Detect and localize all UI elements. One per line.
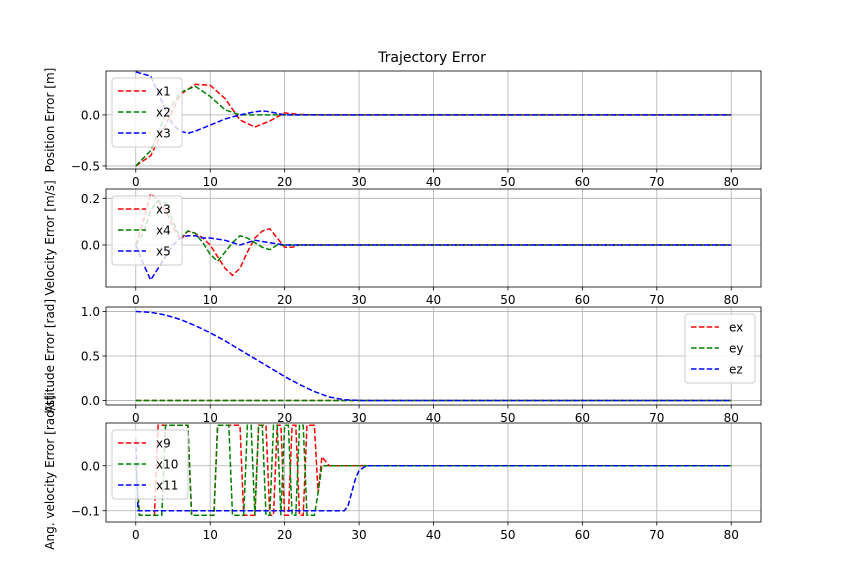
y-tick-label: 0.0 [81,239,100,253]
x-tick-label: 70 [649,528,664,542]
x-tick-label: 20 [277,528,292,542]
x-tick-label: 60 [575,175,590,189]
y-tick-label: 0.0 [81,459,100,473]
x-tick-label: 60 [575,293,590,307]
x-tick-label: 10 [203,293,218,307]
x-tick-label: 50 [500,528,515,542]
legend-label-x1: x1 [156,85,171,99]
legend-box [111,195,183,266]
legend: x9 x10 x11 [111,429,189,500]
legend-label-x10: x10 [156,458,178,472]
y-tick-label: −0.5 [71,159,100,173]
x-tick-label: 0 [132,528,140,542]
y-axis-label: Attitude Error [rad] [43,299,57,413]
x-tick-label: 80 [724,528,739,542]
x-tick-label: 80 [724,175,739,189]
y-axis-label: Position Error [m] [43,68,57,173]
y-tick-label: 0.0 [81,108,100,122]
legend-label-x11: x11 [156,479,178,493]
x-tick-label: 30 [351,175,366,189]
legend-box [111,77,183,148]
x-tick-label: 20 [277,293,292,307]
x-tick-label: 70 [649,411,664,425]
axes-3: 0 10 20 30 40 50 60 70 80 0.0 0.5 1.0 Attitude Error… [43,299,762,425]
legend-box [684,313,756,384]
legend-label-ex: ex [729,321,743,335]
legend-label-x2: x2 [156,106,171,120]
figure-title: Trajectory Error [377,50,486,66]
y-tick-label: 0.0 [81,394,100,408]
x-tick-label: 20 [277,411,292,425]
axes-container: 0 10 20 30 40 50 60 70 80 −0.5 0.0 Position Error [… [43,68,762,550]
x-tick-label: 10 [203,528,218,542]
x-tick-label: 60 [575,528,590,542]
legend-box [111,429,189,500]
x-tick-label: 40 [426,293,441,307]
x-tick-label: 70 [649,293,664,307]
x-tick-label: 50 [500,293,515,307]
legend-label-x3: x3 [156,203,171,217]
x-tick-label: 10 [203,411,218,425]
legend-label-x3: x3 [156,127,171,141]
x-tick-label: 0 [132,175,140,189]
y-tick-label: 0.5 [81,350,100,364]
x-tick-label: 40 [426,175,441,189]
legend-label-x4: x4 [156,224,171,238]
x-tick-label: 20 [277,175,292,189]
x-tick-label: 0 [132,411,140,425]
axes-1: 0 10 20 30 40 50 60 70 80 −0.5 0.0 Position Error [… [43,68,762,189]
series-line-x11 [135,438,732,512]
x-tick-label: 50 [500,411,515,425]
legend: x3 x4 x5 [111,195,183,266]
x-tick-label: 10 [203,175,218,189]
legend: x1 x2 x3 [111,77,183,148]
x-tick-label: 80 [724,293,739,307]
x-tick-label: 30 [351,411,366,425]
x-tick-label: 60 [575,411,590,425]
x-tick-label: 50 [500,175,515,189]
legend: ex ey ez [684,313,756,384]
legend-label-ey: ey [729,342,743,356]
series-line-x1 [135,83,732,167]
y-axis-label: Ang. velocity Error [rad/s] [43,395,57,549]
y-tick-label: 1.0 [81,305,100,319]
legend-label-ez: ez [729,363,743,377]
y-tick-label: −0.1 [71,504,100,518]
axes-2: 0 10 20 30 40 50 60 70 80 0.0 0.2 Velocity Error [m… [43,180,762,307]
x-tick-label: 0 [132,293,140,307]
y-tick-label: 0.2 [81,192,100,206]
x-tick-label: 30 [351,293,366,307]
x-tick-label: 30 [351,528,366,542]
legend-label-x5: x5 [156,245,171,259]
x-tick-label: 40 [426,411,441,425]
x-tick-label: 80 [724,411,739,425]
legend-label-x9: x9 [156,437,171,451]
axes-4: 0 10 20 30 40 50 60 70 80 −0.1 0.0 Ang. velocity Er… [43,395,762,550]
series-line-x10 [135,424,732,517]
y-axis-label: Velocity Error [m/s] [43,180,57,295]
x-tick-label: 40 [426,528,441,542]
x-tick-label: 70 [649,175,664,189]
